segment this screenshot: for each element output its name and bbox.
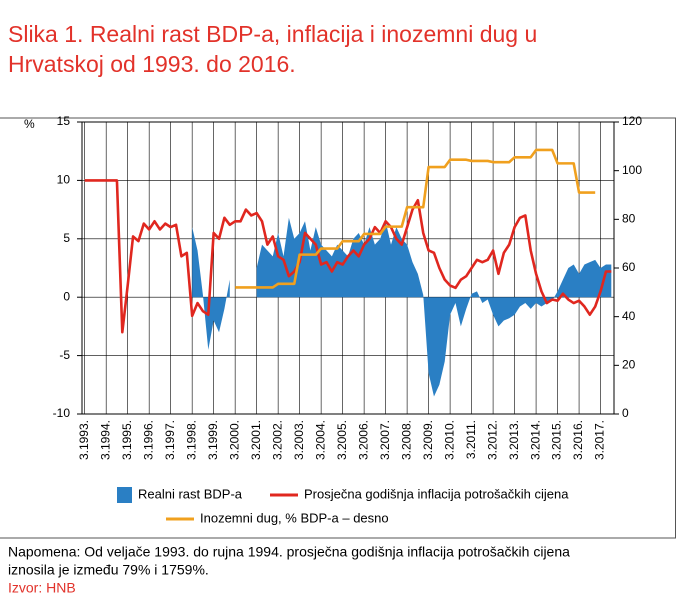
x-tick-label: 3.2007. — [378, 420, 392, 460]
y2-tick-label: 20 — [622, 358, 636, 372]
x-tick-label: 3.2003. — [292, 420, 306, 460]
y-tick-label: -10 — [53, 406, 71, 420]
y2-tick-label: 40 — [622, 309, 636, 323]
x-tick-label: 3.1999. — [206, 420, 220, 460]
chart-title: Slika 1. Realni rast BDP-a, inflacija i … — [8, 21, 537, 47]
y-tick-label: 10 — [57, 173, 71, 187]
y2-tick-label: 120 — [622, 114, 642, 128]
x-tick-label: 3.1993. — [77, 420, 91, 460]
y-tick-label: 5 — [63, 231, 70, 245]
x-tick-label: 3.2010. — [442, 420, 456, 460]
x-tick-label: 3.2000. — [227, 420, 241, 460]
y-tick-label: 15 — [57, 114, 71, 128]
x-tick-label: 3.2011. — [464, 420, 478, 459]
area — [192, 227, 230, 350]
x-tick-label: 3.2002. — [270, 420, 284, 460]
x-tick-label: 3.2005. — [335, 420, 349, 460]
x-tick-label: 3.2008. — [399, 420, 413, 460]
x-tick-label: 3.2016. — [571, 420, 585, 460]
legend-label: Realni rast BDP-a — [138, 486, 243, 501]
plot-frame — [81, 121, 615, 415]
line — [235, 148, 596, 289]
y2-tick-label: 60 — [622, 260, 636, 274]
area — [256, 217, 612, 397]
x-tick-label: 3.2012. — [485, 420, 499, 460]
y2-tick-label: 0 — [622, 406, 629, 420]
x-tick-label: 3.2001. — [249, 420, 263, 460]
x-tick-label: 3.2014. — [528, 420, 542, 460]
note: iznosila je između 79% i 1759%. — [8, 562, 209, 578]
y2-tick-label: 80 — [622, 212, 636, 226]
x-tick-label: 3.2015. — [550, 420, 564, 460]
chart-title: Hrvatskoj od 1993. do 2016. — [8, 51, 296, 77]
x-tick-label: 3.1994. — [98, 420, 112, 460]
source: Izvor: HNB — [8, 580, 76, 596]
x-tick-label: 3.1995. — [120, 420, 134, 460]
y-tick-label: 0 — [63, 289, 70, 303]
x-tick-label: 3.2013. — [507, 420, 521, 460]
line — [84, 179, 612, 334]
x-tick-label: 3.1997. — [163, 420, 177, 460]
x-tick-label: 3.2004. — [313, 420, 327, 460]
y-tick-label: -5 — [59, 348, 70, 362]
legend-swatch — [117, 487, 132, 503]
x-tick-label: 3.2009. — [421, 420, 435, 460]
x-tick-label: 3.1996. — [141, 420, 155, 460]
y2-tick-label: 100 — [622, 163, 642, 177]
y-axis-label: % — [24, 117, 35, 131]
x-tick-label: 3.2006. — [356, 420, 370, 460]
note: Napomena: Od veljače 1993. do rujna 1994… — [8, 544, 570, 560]
x-tick-label: 3.1998. — [184, 420, 198, 460]
legend-label: Inozemni dug, % BDP-a – desno — [200, 510, 389, 525]
x-tick-label: 3.2017. — [593, 420, 607, 460]
legend-label: Prosječna godišnja inflacija potrošačkih… — [304, 486, 569, 501]
